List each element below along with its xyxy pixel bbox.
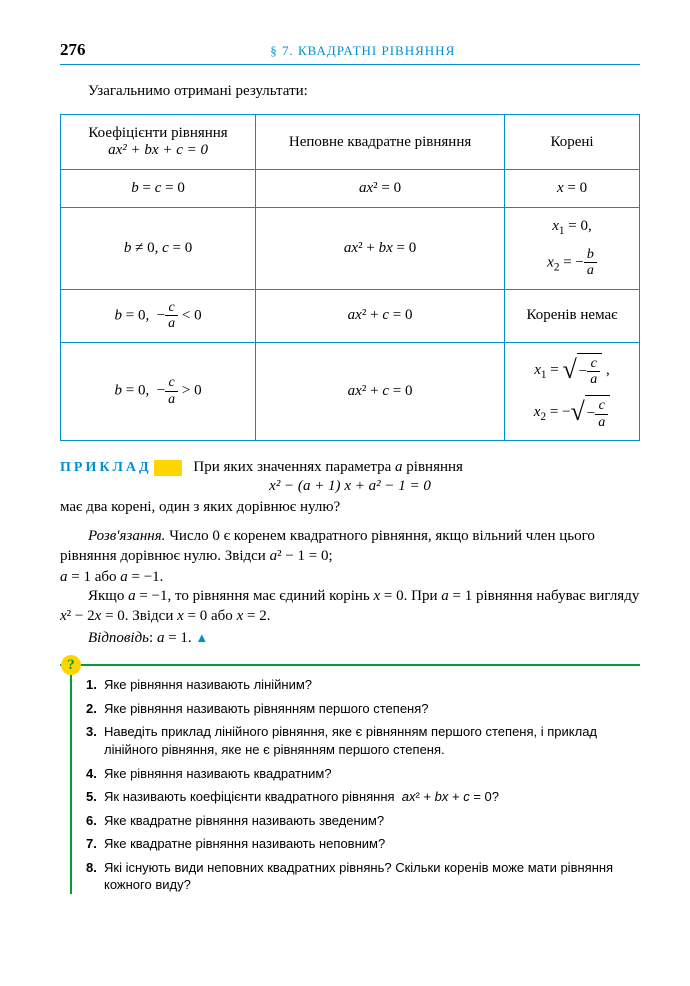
table-header: Корені (505, 115, 640, 170)
questions-box: ? 1.Яке рівняння називають лінійним? 2.Я… (60, 664, 640, 893)
table-header: Неповне квадратне рівняння (256, 115, 505, 170)
list-item: 2.Яке рівняння називають рівнянням першо… (86, 700, 640, 718)
table-row: b ≠ 0, c = 0 ax² + bx = 0 x1 = 0, x2 = −… (61, 208, 640, 290)
header-rule (60, 64, 640, 65)
solution-p1b: a = 1 або a = −1. (60, 569, 640, 586)
page-content: 276 § 7. КВАДРАТНІ РІВНЯННЯ Узагальнимо … (0, 0, 690, 930)
table-cell: b = 0, −ca > 0 (61, 342, 256, 441)
intro-text: Узагальнимо отримані результати: (60, 83, 640, 100)
table-cell: ax² + bx = 0 (256, 208, 505, 290)
summary-table: Коефіцієнти рівняння ax² + bx + c = 0 Не… (60, 114, 640, 441)
table-row: b = 0, −ca > 0 ax² + c = 0 x1 = √−ca , x… (61, 342, 640, 441)
yellow-marker (154, 460, 182, 476)
table-cell: b = c = 0 (61, 170, 256, 208)
list-item: 5.Як називають коефіцієнти квадратного р… (86, 788, 640, 806)
chapter-title: § 7. КВАДРАТНІ РІВНЯННЯ (86, 43, 641, 59)
triangle-icon: ▲ (195, 630, 208, 645)
table-cell: x1 = 0, x2 = −ba (505, 208, 640, 290)
solution-p2: Якщо a = −1, то рівняння має єдиний корі… (60, 586, 640, 627)
table-header: Коефіцієнти рівняння ax² + bx + c = 0 (61, 115, 256, 170)
table-cell: ax² = 0 (256, 170, 505, 208)
example-text: При яких значеннях параметра (193, 459, 395, 475)
page-header: 276 § 7. КВАДРАТНІ РІВНЯННЯ (60, 40, 640, 60)
list-item: 4.Яке рівняння називають квадратним? (86, 765, 640, 783)
questions-list: 1.Яке рівняння називають лінійним? 2.Яке… (86, 676, 640, 893)
list-item: 3.Наведіть приклад лінійного рівняння, я… (86, 723, 640, 758)
question-mark-icon: ? (61, 655, 81, 675)
table-row: b = c = 0 ax² = 0 x = 0 (61, 170, 640, 208)
example-label: ПРИКЛАД (60, 460, 152, 475)
example-equation: x² − (a + 1) x + a² − 1 = 0 (60, 478, 640, 495)
table-cell: b = 0, −ca < 0 (61, 289, 256, 342)
table-row: b = 0, −ca < 0 ax² + c = 0 Коренів немає (61, 289, 640, 342)
table-cell: Коренів немає (505, 289, 640, 342)
table-cell: ax² + c = 0 (256, 289, 505, 342)
solution-p1: Розв'язання. Число 0 є коренем квадратно… (60, 526, 640, 567)
list-item: 1.Яке рівняння називають лінійним? (86, 676, 640, 694)
table-cell: b ≠ 0, c = 0 (61, 208, 256, 290)
table-cell: ax² + c = 0 (256, 342, 505, 441)
list-item: 8.Які існують види неповних квадратних р… (86, 859, 640, 894)
example-text2: має два корені, один з яких дорівнює нул… (60, 499, 640, 516)
page-number: 276 (60, 40, 86, 60)
table-cell: x = 0 (505, 170, 640, 208)
table-cell: x1 = √−ca , x2 = −√−ca (505, 342, 640, 441)
list-item: 7.Яке квадратне рівняння називають непов… (86, 835, 640, 853)
example-block: ПРИКЛАД При яких значеннях параметра a р… (60, 459, 640, 516)
table-header-row: Коефіцієнти рівняння ax² + bx + c = 0 Не… (61, 115, 640, 170)
solution-answer: Відповідь: a = 1. ▲ (60, 628, 640, 648)
list-item: 6.Яке квадратне рівняння називають зведе… (86, 812, 640, 830)
